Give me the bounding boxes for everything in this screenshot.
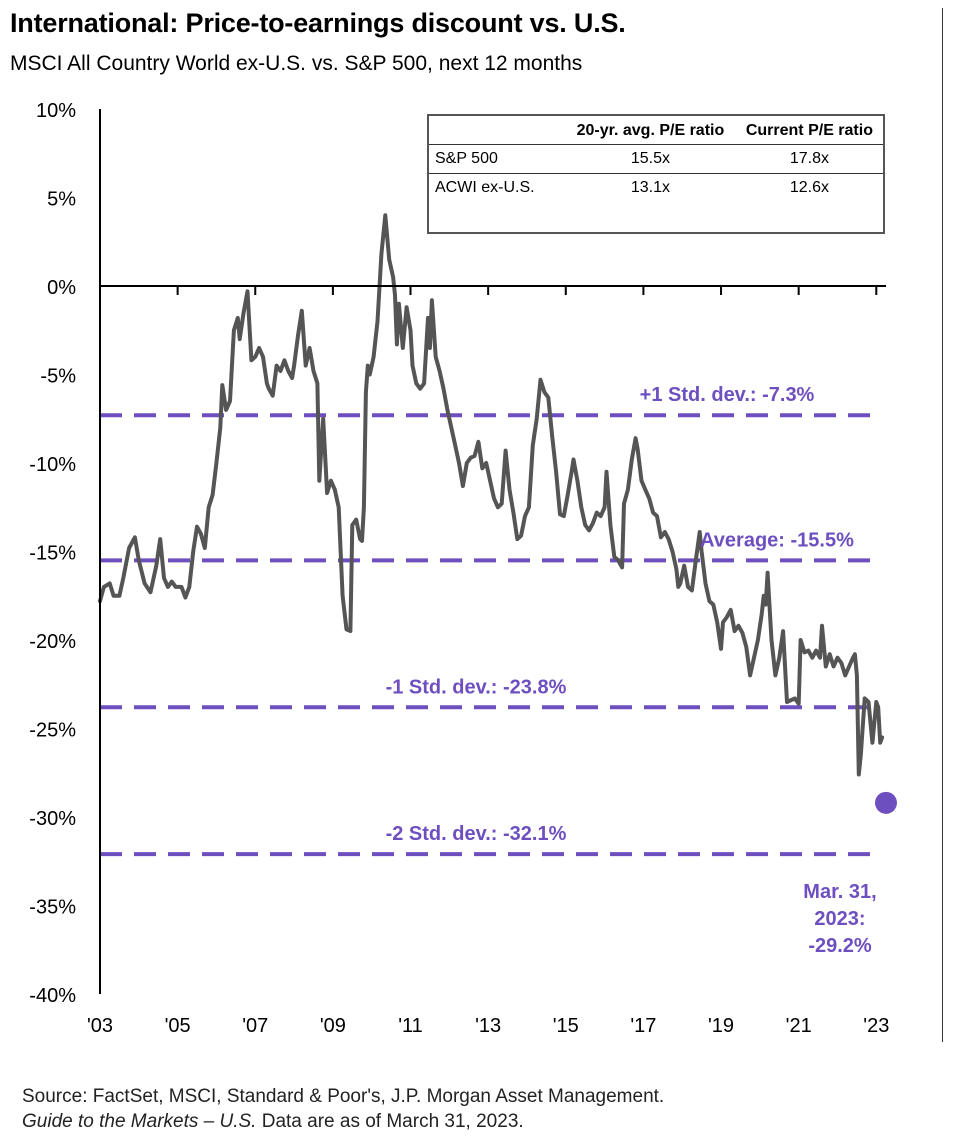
axes: 10% 5% 0% -5% -10% -15% -20% -25% -30% -35% -40% '0… (29, 100, 889, 1037)
x-tick-label: '05 (165, 1015, 191, 1037)
series-line (98, 213, 885, 777)
highlight-point (875, 791, 897, 814)
y-tick-label: -15% (29, 543, 76, 565)
y-tick-label: -40% (29, 985, 76, 1007)
table-cell-current: 17.8x (735, 144, 883, 174)
footer-line-1: Source: FactSet, MSCI, Standard & Poor's… (22, 1086, 665, 1107)
y-tick-label: -5% (40, 366, 76, 388)
highlight-label: 2023: (814, 908, 865, 930)
series-lines (98, 213, 885, 777)
y-tick-label: 5% (47, 189, 76, 211)
table-cell-avg: 15.5x (565, 144, 736, 174)
reference-label: +1 Std. dev.: -7.3% (640, 384, 815, 406)
table-cell-label: ACWI ex-U.S. (435, 179, 535, 196)
table-header-avg: 20-yr. avg. P/E ratio (565, 116, 736, 145)
pe-ratio-table: 20-yr. avg. P/E ratio Current P/E ratio … (427, 114, 885, 234)
x-tick-label: '09 (320, 1015, 346, 1037)
highlight-point-group: Mar. 31, 2023: -29.2% (803, 791, 897, 957)
y-tick-label: -25% (29, 720, 76, 742)
x-tick-label: '11 (398, 1015, 423, 1037)
footer-line-2: Guide to the Markets – U.S. Data are as … (22, 1109, 664, 1134)
table-row: ACWI ex-U.S. 13.1x 12.6x (429, 174, 883, 203)
table-cell-current: 12.6x (789, 179, 829, 196)
x-tick-label: '17 (630, 1015, 656, 1037)
y-tick-label: -30% (29, 808, 76, 830)
chart-subtitle: MSCI All Country World ex-U.S. vs. S&P 5… (10, 52, 583, 75)
table-row: S&P 500 15.5x 17.8x (429, 144, 883, 174)
reference-lines (100, 413, 870, 857)
chart-title: International: Price-to-earnings discoun… (10, 8, 626, 38)
table-header-blank (429, 116, 565, 145)
x-tick-label: '21 (786, 1015, 812, 1037)
table-cell-label: S&P 500 (429, 144, 565, 174)
y-tick-label: 10% (36, 100, 76, 122)
highlight-label: -29.2% (808, 935, 872, 957)
x-tick-label: '03 (87, 1015, 113, 1037)
reference-label: -1 Std. dev.: -23.8% (386, 676, 567, 698)
y-tick-label: -35% (29, 897, 76, 919)
reference-labels: +1 Std. dev.: -7.3% Average: -15.5% -1 Std… (386, 384, 855, 845)
x-tick-label: '23 (863, 1015, 889, 1037)
y-tick-label: 0% (47, 277, 76, 299)
reference-label: Average: -15.5% (700, 529, 854, 551)
x-tick-label: '13 (475, 1015, 501, 1037)
y-tick-label: -10% (29, 454, 76, 476)
reference-label: -2 Std. dev.: -32.1% (386, 823, 567, 845)
highlight-label: Mar. 31, (803, 881, 876, 903)
table-header-current: Current P/E ratio (735, 116, 883, 145)
x-tick-label: '15 (553, 1015, 579, 1037)
right-divider (942, 8, 943, 1042)
table-cell-avg: 13.1x (630, 179, 670, 196)
x-tick-label: '19 (708, 1015, 734, 1037)
y-tick-label: -20% (29, 631, 76, 653)
x-tick-label: '07 (242, 1015, 268, 1037)
footer-source: Source: FactSet, MSCI, Standard & Poor's… (22, 1084, 664, 1134)
footer-date-note: Data are as of March 31, 2023. (256, 1111, 524, 1132)
footer-publication: Guide to the Markets – U.S. (22, 1111, 257, 1132)
